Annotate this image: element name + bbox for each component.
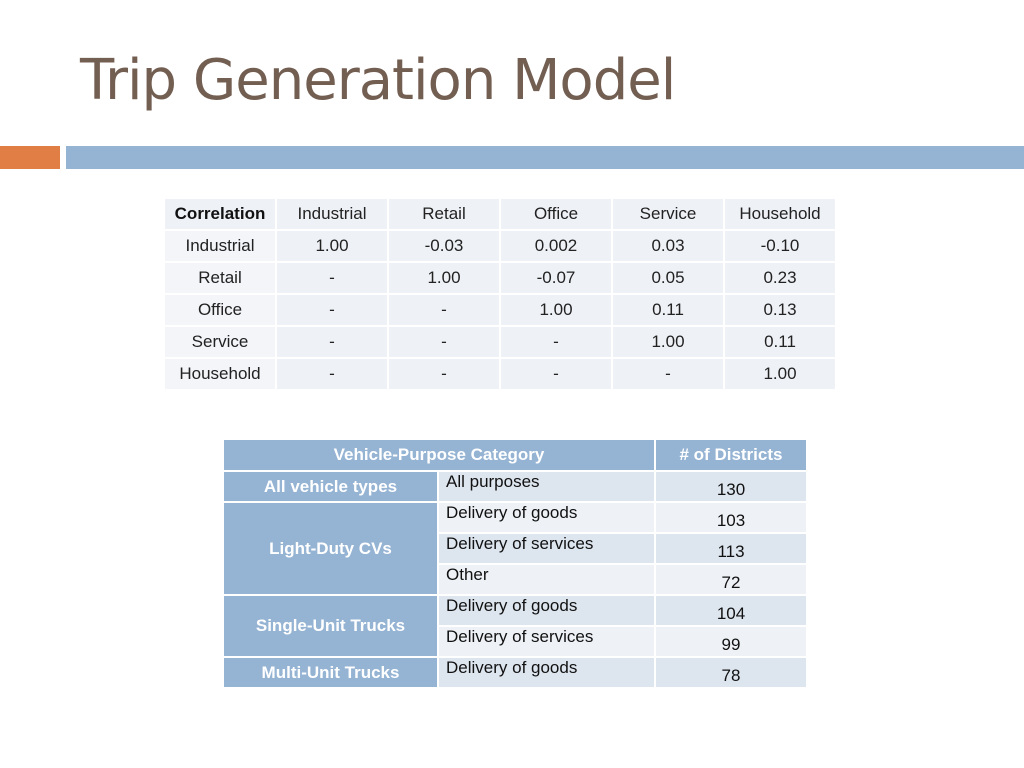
table-cell: - (387, 293, 501, 327)
table-cell: 1.00 (387, 261, 501, 295)
table-cell: 0.13 (723, 293, 837, 327)
purpose-cell: Delivery of services (437, 625, 656, 658)
vehicle-category-cell: Single-Unit Trucks (222, 594, 439, 658)
district-count-cell: 103 (654, 501, 808, 534)
row-label: Household (163, 357, 277, 391)
table-cell: 0.05 (611, 261, 725, 295)
table-cell: - (499, 357, 613, 391)
header-cell: Household (723, 197, 837, 231)
table-cell: 0.03 (611, 229, 725, 263)
table-cell: - (275, 293, 389, 327)
row-label: Service (163, 325, 277, 359)
purpose-cell: Delivery of goods (437, 656, 656, 689)
table-row: Household - - - - 1.00 (163, 357, 837, 391)
table-cell: 1.00 (499, 293, 613, 327)
correlation-table: Correlation Industrial Retail Office Ser… (163, 197, 837, 391)
table-cell: -0.10 (723, 229, 837, 263)
purpose-cell: All purposes (437, 470, 656, 503)
table-cell: 1.00 (611, 325, 725, 359)
district-count-cell: 113 (654, 532, 808, 565)
purpose-cell: Delivery of services (437, 532, 656, 565)
header-cell: Correlation (163, 197, 277, 231)
header-cell: Retail (387, 197, 501, 231)
purpose-cell: Delivery of goods (437, 501, 656, 534)
district-count-cell: 78 (654, 656, 808, 689)
table-cell: 0.11 (723, 325, 837, 359)
table-row: Delivery of services 113 (223, 532, 808, 565)
table-cell: - (611, 357, 725, 391)
vehicle-purpose-table: Vehicle-Purpose Category # of Districts … (222, 438, 808, 689)
table-cell: - (387, 325, 501, 359)
accent-bar-blue (66, 146, 1024, 169)
header-cell: Industrial (275, 197, 389, 231)
table-row: Multi-Unit Trucks Delivery of goods 78 (222, 656, 808, 689)
header-cell: Office (499, 197, 613, 231)
vehicle-category-cell: Light-Duty CVs (222, 501, 439, 596)
row-label: Industrial (163, 229, 277, 263)
table-cell: 0.23 (723, 261, 837, 295)
table-cell: -0.03 (387, 229, 501, 263)
table-cell: - (275, 261, 389, 295)
table-row: Delivery of services 99 (223, 625, 808, 658)
table-row: Single-Unit Trucks Delivery of goods 104 (222, 594, 808, 658)
correlation-header-row: Correlation Industrial Retail Office Ser… (163, 197, 837, 231)
district-count-cell: 72 (654, 563, 808, 596)
table-cell: 0.002 (499, 229, 613, 263)
table-cell: - (499, 325, 613, 359)
district-count-cell: 130 (654, 470, 808, 503)
table-cell: 1.00 (275, 229, 389, 263)
purpose-cell: Delivery of goods (437, 594, 656, 627)
table-row: Light-Duty CVs Delivery of goods 103 (222, 501, 808, 596)
accent-bar-orange (0, 146, 60, 169)
table-row: Other 72 (223, 563, 808, 596)
slide-title: Trip Generation Model (80, 48, 676, 113)
vehicle-header-row: Vehicle-Purpose Category # of Districts (222, 438, 808, 472)
table-row: Service - - - 1.00 0.11 (163, 325, 837, 359)
table-row: Office - - 1.00 0.11 0.13 (163, 293, 837, 327)
table-row: Retail - 1.00 -0.07 0.05 0.23 (163, 261, 837, 295)
table-row: All vehicle types All purposes 130 (222, 470, 808, 503)
table-row: Industrial 1.00 -0.03 0.002 0.03 -0.10 (163, 229, 837, 263)
purpose-cell: Other (437, 563, 656, 596)
vehicle-category-cell: All vehicle types (222, 470, 439, 503)
header-cell: Vehicle-Purpose Category (222, 438, 656, 472)
table-cell: - (275, 357, 389, 391)
header-cell: Service (611, 197, 725, 231)
table-cell: -0.07 (499, 261, 613, 295)
district-count-cell: 99 (654, 625, 808, 658)
vehicle-category-cell: Multi-Unit Trucks (222, 656, 439, 689)
district-count-cell: 104 (654, 594, 808, 627)
table-cell: 0.11 (611, 293, 725, 327)
table-cell: - (387, 357, 501, 391)
table-cell: 1.00 (723, 357, 837, 391)
row-label: Office (163, 293, 277, 327)
row-label: Retail (163, 261, 277, 295)
header-cell: # of Districts (654, 438, 808, 472)
table-cell: - (275, 325, 389, 359)
